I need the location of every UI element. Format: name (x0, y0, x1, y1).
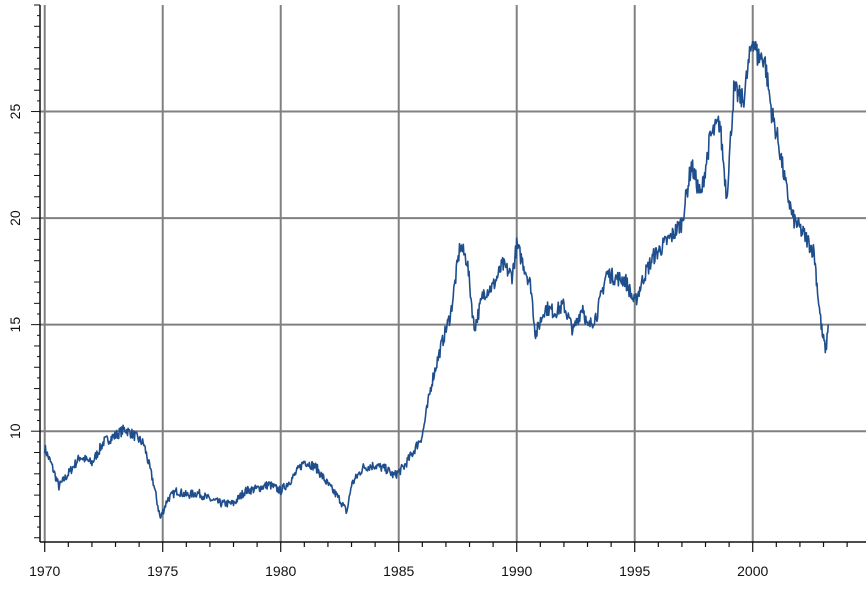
series-line (43, 40, 829, 519)
y-tick-label: 10 (7, 423, 23, 439)
x-tick-label: 2000 (737, 563, 768, 579)
series-layer (43, 40, 829, 519)
grid (40, 5, 866, 542)
x-tick-label: 1985 (383, 563, 414, 579)
x-tick-label: 1970 (29, 563, 60, 579)
x-tick-label: 1995 (619, 563, 650, 579)
y-tick-label: 15 (7, 317, 23, 333)
axes (39, 5, 866, 543)
y-tick-label: 25 (7, 104, 23, 120)
y-tick-label: 20 (7, 210, 23, 226)
x-tick-label: 1975 (147, 563, 178, 579)
x-tick-label: 1980 (265, 563, 296, 579)
tick-labels: 1970 1975 1980 1985 1990 1995 2000 10 15 20 25 (7, 104, 769, 579)
x-tick-label: 1990 (501, 563, 532, 579)
ticks (31, 4, 848, 552)
